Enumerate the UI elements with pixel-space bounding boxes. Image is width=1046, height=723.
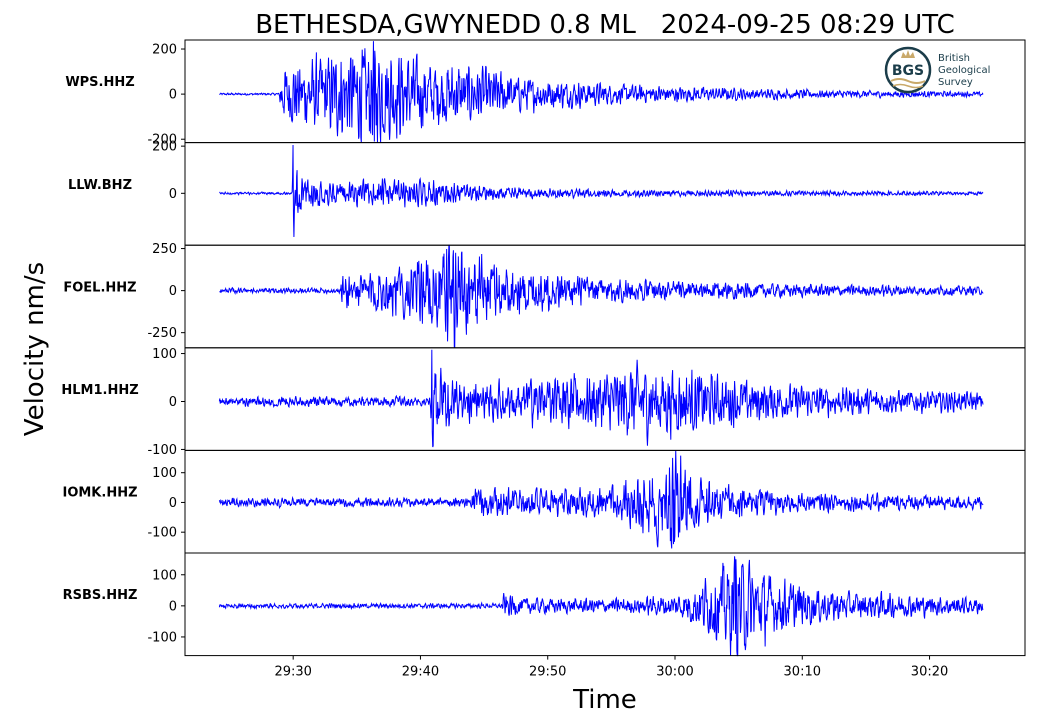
station-label-4: IOMK.HHZ — [62, 486, 137, 501]
logo-initials: BGS — [892, 63, 924, 79]
x-tick-label-1: 29:40 — [402, 665, 439, 680]
y-tick-label-0-1: 0 — [169, 88, 177, 103]
trace-panel-1: LLW.BHZ 200 0 — [68, 140, 1026, 246]
trace-line-5 — [218, 556, 984, 657]
y-tick-label-1-1: 0 — [169, 187, 177, 202]
panel-frame-5 — [184, 552, 1026, 657]
y-tick-label-3-1: 0 — [169, 395, 177, 410]
y-tick-label-4-0: 100 — [152, 466, 177, 481]
x-tick-label-5: 30:20 — [911, 665, 948, 680]
y-tick-label-0-2: -200 — [147, 133, 177, 148]
y-axis-label: Velocity nm/s — [20, 262, 50, 436]
station-label-1: LLW.BHZ — [68, 178, 132, 193]
y-tick-label-3-2: -100 — [147, 443, 177, 458]
x-axis-label: Time — [572, 685, 637, 715]
station-label-3: HLM1.HHZ — [61, 383, 138, 398]
bgs-logo: BGS British Geological Survey — [884, 46, 990, 94]
trace-panel-3: HLM1.HHZ 100 0 -100 — [61, 347, 1026, 458]
logo-line-2: Geological — [938, 65, 990, 76]
logo-ring — [884, 46, 932, 94]
trace-panel-5: RSBS.HHZ 100 0 -100 — [63, 552, 1026, 657]
trace-panel-0: WPS.HHZ 200 0 -200 — [65, 39, 1026, 148]
x-tick-label-3: 30:00 — [656, 665, 693, 680]
y-tick-label-5-2: -100 — [147, 630, 177, 645]
y-tick-label-2-2: -250 — [147, 326, 177, 341]
x-axis-ticks: 29:30 29:40 29:50 30:00 30:10 30:20 — [274, 655, 948, 680]
station-label-2: FOEL.HHZ — [63, 280, 136, 295]
station-label-0: WPS.HHZ — [65, 75, 134, 90]
y-tick-label-5-1: 0 — [169, 599, 177, 614]
y-tick-label-4-2: -100 — [147, 526, 177, 541]
x-tick-label-2: 29:50 — [529, 665, 566, 680]
logo-line-3: Survey — [938, 77, 973, 88]
trace-line-1 — [219, 144, 984, 237]
y-tick-label-2-1: 0 — [169, 284, 177, 299]
logo-wave-icon-2 — [892, 83, 924, 89]
x-tick-label-0: 29:30 — [274, 665, 311, 680]
chart-title: BETHESDA,GWYNEDD 0.8 ML 2024-09-25 08:29… — [255, 10, 955, 40]
trace-line-0 — [219, 41, 984, 143]
logo-crown-icon — [901, 50, 915, 58]
trace-panel-4: IOMK.HHZ 100 0 -100 — [62, 449, 1026, 554]
station-label-5: RSBS.HHZ — [63, 588, 138, 603]
panel-frame-2 — [184, 244, 1026, 349]
y-tick-label-1-0: 200 — [152, 140, 177, 155]
logo-wave-icon — [890, 78, 926, 84]
trace-line-2 — [219, 244, 984, 349]
logo-line-1: British — [938, 53, 970, 64]
y-tick-label-0-0: 200 — [152, 43, 177, 58]
trace-line-4 — [218, 450, 984, 549]
y-tick-label-3-0: 100 — [152, 347, 177, 362]
y-tick-label-2-0: 250 — [152, 242, 177, 257]
trace-panel-2: FOEL.HHZ 250 0 -250 — [63, 242, 1026, 349]
trace-line-3 — [218, 349, 984, 448]
y-tick-label-4-1: 0 — [169, 496, 177, 511]
trace-panels: WPS.HHZ 200 0 -200 LLW.BHZ 200 0 FOEL.HHZ 250 0 -2… — [61, 39, 1026, 657]
x-tick-label-4: 30:10 — [784, 665, 821, 680]
y-tick-label-5-0: 100 — [152, 568, 177, 583]
